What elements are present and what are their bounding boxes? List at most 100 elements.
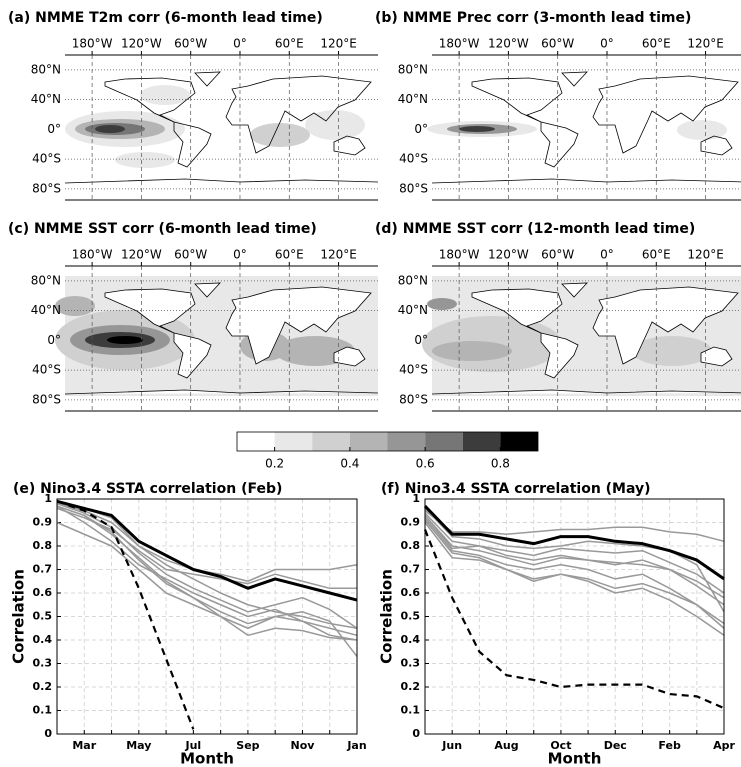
- y-tick-label: 40°N: [398, 303, 428, 317]
- x-tick-label: Jan: [346, 739, 366, 752]
- y-tick-label: 0.4: [401, 633, 421, 646]
- axes-frame: [424, 498, 725, 735]
- y-tick-label: 0°: [414, 122, 428, 136]
- series-line: [56, 502, 358, 629]
- x-tick-label: Sep: [236, 739, 259, 752]
- series-line: [56, 521, 358, 657]
- y-tick-label: 80°N: [31, 62, 61, 76]
- x-tick-label: Jul: [185, 739, 202, 752]
- x-tick-label: 180°W: [439, 37, 480, 51]
- map-title: (d) NMME SST corr (12-month lead time): [375, 221, 695, 237]
- y-tick-label: 40°N: [31, 303, 61, 317]
- y-tick-label: 1: [412, 492, 420, 505]
- series-line: [424, 517, 725, 629]
- series-line: [423, 505, 725, 581]
- colorbar-level: [237, 432, 275, 451]
- x-tick-label: 120°E: [687, 37, 724, 51]
- y-tick-label: 0.4: [33, 633, 53, 646]
- y-tick-label: 0.2: [401, 680, 421, 693]
- y-tick-label: 40°N: [398, 92, 428, 106]
- colorbar-level: [425, 432, 463, 451]
- x-tick-label: Jun: [441, 739, 462, 752]
- x-tick-label: 60°W: [541, 248, 574, 262]
- series-line: [424, 522, 725, 625]
- y-tick-label: 0.7: [401, 563, 421, 576]
- colorbar-tick-label: 0.8: [491, 457, 510, 471]
- y-tick-label: 0.5: [33, 610, 53, 623]
- x-tick-label: Apr: [713, 739, 735, 752]
- y-tick-label: 0: [412, 727, 420, 740]
- series-line: [56, 502, 358, 629]
- y-tick-label: 40°S: [32, 363, 61, 377]
- map-field: [64, 71, 379, 184]
- y-tick-label: 40°S: [399, 363, 428, 377]
- x-tick-label: 60°E: [642, 248, 671, 262]
- x-tick-label: 120°E: [320, 248, 357, 262]
- x-axis-label: Month: [180, 750, 234, 767]
- x-tick-label: Dec: [604, 739, 627, 752]
- y-tick-label: 40°S: [399, 152, 428, 166]
- axes-frame: [56, 498, 358, 735]
- x-tick-label: 180°W: [72, 248, 113, 262]
- y-tick-label: 40°S: [32, 152, 61, 166]
- map-title: (c) NMME SST corr (6-month lead time): [8, 221, 317, 237]
- colorbar-frame: [236, 431, 539, 452]
- series-line: [423, 529, 725, 710]
- y-tick-label: 0.8: [401, 539, 421, 552]
- series-line: [424, 519, 725, 636]
- map-title: (b) NMME Prec corr (3-month lead time): [375, 10, 691, 26]
- x-tick-label: 180°W: [439, 248, 480, 262]
- y-tick-label: 80°N: [398, 273, 428, 287]
- series-line: [424, 510, 725, 543]
- y-tick-label: 0: [44, 727, 52, 740]
- y-tick-label: 0°: [47, 333, 61, 347]
- y-axis-label: Correlation: [10, 569, 28, 664]
- x-tick-label: 60°E: [275, 248, 304, 262]
- series-line: [56, 507, 357, 590]
- x-tick-label: 120°W: [121, 37, 162, 51]
- series-line: [56, 505, 358, 641]
- colorbar-level: [500, 432, 538, 451]
- x-tick-label: May: [126, 739, 151, 752]
- x-tick-label: 0°: [233, 248, 247, 262]
- y-tick-label: 0.1: [33, 704, 53, 717]
- x-tick-label: 60°E: [275, 37, 304, 51]
- y-tick-label: 0.6: [33, 586, 53, 599]
- y-tick-label: 1: [44, 492, 52, 505]
- y-tick-label: 0°: [47, 122, 61, 136]
- map-field: [427, 71, 741, 184]
- colorbar-tick-label: 0.6: [416, 457, 435, 471]
- colorbar-level: [274, 432, 313, 451]
- colorbar-level: [349, 432, 388, 451]
- y-tick-label: 0.2: [33, 680, 53, 693]
- y-tick-label: 0.6: [401, 586, 421, 599]
- colorbar-level: [462, 432, 501, 451]
- x-axis-label: Month: [548, 750, 602, 767]
- y-tick-label: 80°N: [31, 273, 61, 287]
- map-title: (a) NMME T2m corr (6-month lead time): [8, 10, 323, 26]
- colorbar-tick-label: 0.2: [265, 457, 284, 471]
- y-tick-label: 80°S: [32, 392, 61, 406]
- x-tick-label: 60°W: [174, 248, 207, 262]
- series-line: [424, 512, 725, 594]
- series-line: [56, 505, 358, 637]
- series-line: [56, 505, 358, 641]
- chart-title: (f) Nino3.4 SSTA correlation (May): [381, 481, 651, 497]
- x-tick-label: 120°W: [488, 37, 529, 51]
- y-tick-label: 80°S: [399, 392, 428, 406]
- colorbar-tick-label: 0.4: [340, 457, 359, 471]
- colorbar-level: [312, 432, 350, 451]
- chart-title: (e) Nino3.4 SSTA correlation (Feb): [13, 481, 282, 497]
- x-tick-label: 0°: [600, 248, 614, 262]
- x-tick-label: 60°W: [541, 37, 574, 51]
- series-line: [56, 500, 195, 730]
- series-line: [424, 514, 725, 606]
- x-tick-label: 120°W: [488, 248, 529, 262]
- x-tick-label: 120°E: [687, 248, 724, 262]
- map-field: [422, 276, 741, 396]
- x-tick-label: Feb: [658, 739, 681, 752]
- series-line: [56, 499, 358, 602]
- y-tick-label: 80°S: [399, 181, 428, 195]
- x-tick-label: 60°W: [174, 37, 207, 51]
